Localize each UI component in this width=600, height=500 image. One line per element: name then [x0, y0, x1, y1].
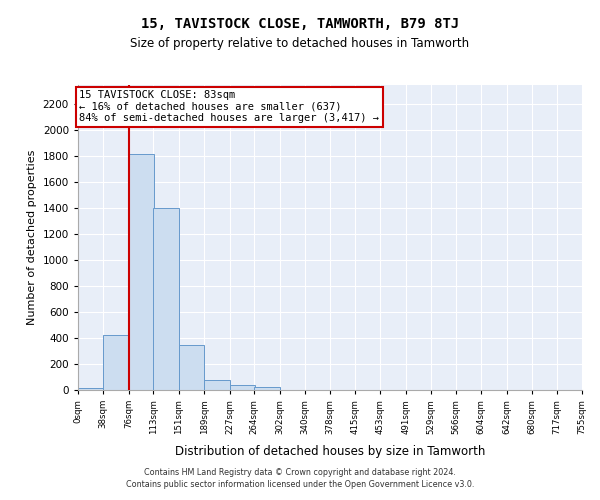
- Bar: [154, 208, 179, 390]
- Bar: [129, 154, 154, 390]
- X-axis label: Distribution of detached houses by size in Tamworth: Distribution of detached houses by size …: [175, 445, 485, 458]
- Bar: [179, 344, 204, 390]
- Bar: [103, 336, 129, 390]
- Bar: [78, 388, 103, 390]
- Text: Contains HM Land Registry data © Crown copyright and database right 2024.
Contai: Contains HM Land Registry data © Crown c…: [126, 468, 474, 489]
- Bar: [204, 380, 230, 390]
- Text: 15 TAVISTOCK CLOSE: 83sqm
← 16% of detached houses are smaller (637)
84% of semi: 15 TAVISTOCK CLOSE: 83sqm ← 16% of detac…: [79, 90, 379, 124]
- Text: 15, TAVISTOCK CLOSE, TAMWORTH, B79 8TJ: 15, TAVISTOCK CLOSE, TAMWORTH, B79 8TJ: [141, 18, 459, 32]
- Bar: [230, 386, 255, 390]
- Y-axis label: Number of detached properties: Number of detached properties: [27, 150, 37, 325]
- Text: Size of property relative to detached houses in Tamworth: Size of property relative to detached ho…: [130, 38, 470, 51]
- Bar: [254, 388, 280, 390]
